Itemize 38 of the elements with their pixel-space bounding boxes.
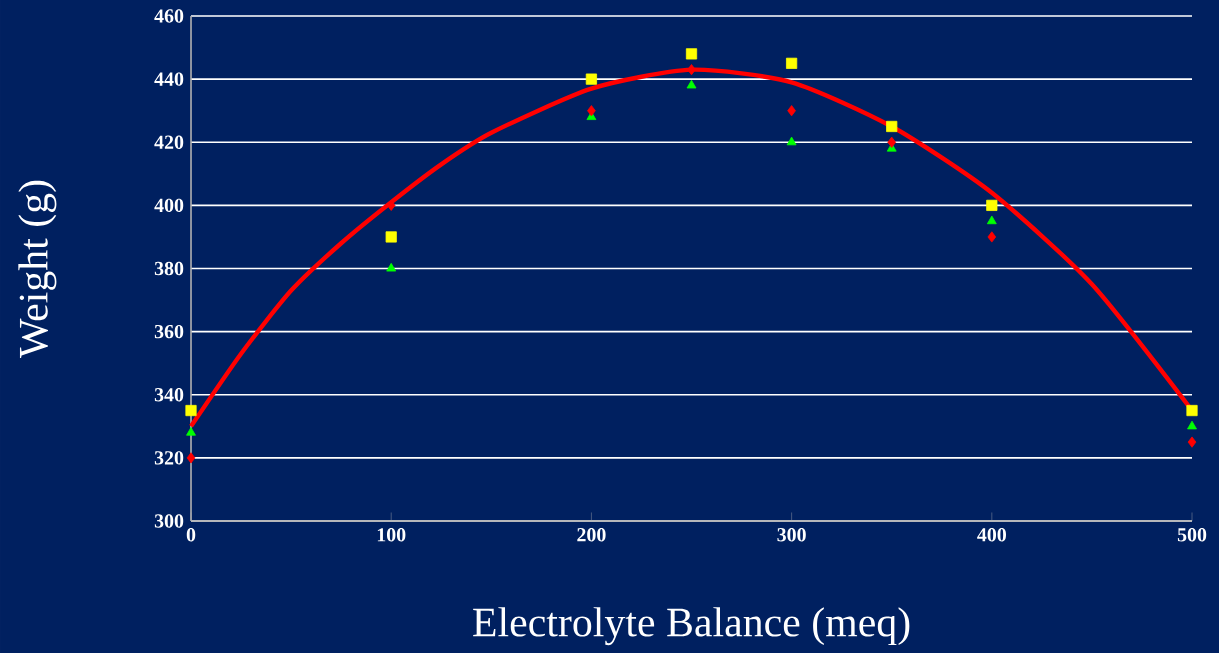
y-tick-label: 440 bbox=[154, 72, 184, 86]
point bbox=[685, 48, 698, 60]
point bbox=[787, 105, 796, 117]
point bbox=[385, 231, 397, 243]
point bbox=[186, 427, 196, 436]
y-tick-label: 360 bbox=[154, 324, 184, 339]
x-axis-title: Electrolyte Balance (meq) bbox=[473, 607, 910, 646]
y-tick-label: 380 bbox=[154, 261, 184, 276]
point bbox=[1186, 404, 1198, 417]
x-tick-label: 100 bbox=[377, 528, 406, 542]
y-tick-label: 420 bbox=[154, 135, 184, 149]
x-tick-label: 300 bbox=[777, 528, 806, 542]
point bbox=[986, 199, 998, 211]
point bbox=[686, 79, 697, 89]
x-tick-label: 400 bbox=[977, 528, 1007, 542]
point bbox=[786, 57, 798, 69]
point bbox=[986, 215, 997, 225]
x-tick-label: 500 bbox=[1177, 528, 1207, 542]
point bbox=[386, 262, 397, 272]
point bbox=[786, 136, 797, 146]
point bbox=[587, 105, 596, 117]
point bbox=[987, 231, 997, 243]
x-tick-label: 200 bbox=[577, 528, 606, 542]
x-tick-label: 0 bbox=[186, 528, 196, 542]
point bbox=[186, 452, 196, 464]
y-axis-title: Weight (g) bbox=[18, 180, 57, 358]
point bbox=[185, 404, 197, 417]
y-tick-label: 320 bbox=[154, 451, 184, 465]
point bbox=[1187, 420, 1197, 430]
point bbox=[887, 136, 896, 148]
y-tick-label: 400 bbox=[154, 198, 184, 213]
point bbox=[886, 120, 898, 133]
y-tick-label: 460 bbox=[154, 9, 184, 23]
y-tick-label: 300 bbox=[154, 514, 184, 528]
point bbox=[1187, 436, 1197, 448]
point bbox=[585, 73, 597, 85]
point bbox=[687, 64, 696, 76]
y-tick-label: 340 bbox=[154, 388, 184, 402]
